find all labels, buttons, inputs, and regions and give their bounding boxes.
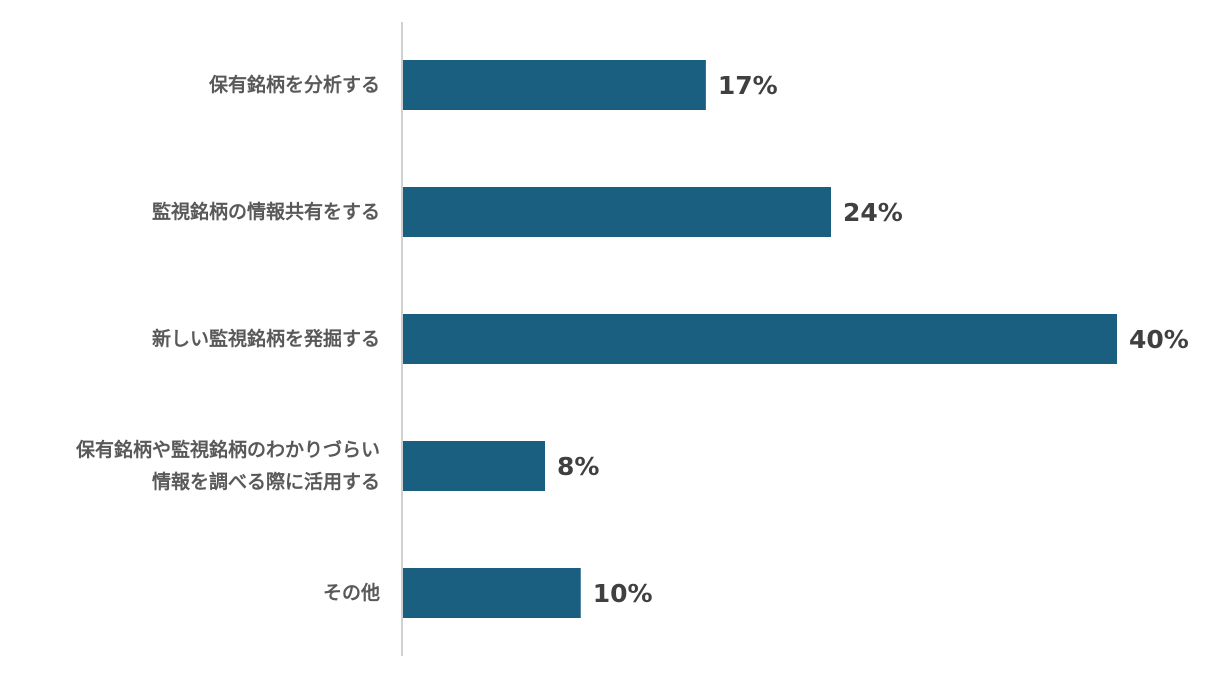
- bar: [403, 568, 581, 618]
- value-label: 24%: [843, 198, 903, 227]
- value-label: 40%: [1129, 325, 1189, 354]
- category-label: 監視銘柄の情報共有をする: [151, 201, 380, 223]
- bar: [403, 187, 831, 237]
- category-label: 保有銘柄や監視銘柄のわかりづらい 情報を調べる際に活用する: [75, 439, 380, 493]
- category-label: 新しい監視銘柄を発掘する: [151, 328, 380, 350]
- value-label: 10%: [593, 579, 653, 608]
- bar: [403, 441, 545, 491]
- value-label: 17%: [718, 71, 778, 100]
- category-label: 保有銘柄を分析する: [208, 74, 380, 96]
- category-label: その他: [322, 582, 380, 604]
- value-label: 8%: [557, 452, 599, 481]
- bar: [403, 314, 1117, 364]
- bar: [403, 60, 706, 110]
